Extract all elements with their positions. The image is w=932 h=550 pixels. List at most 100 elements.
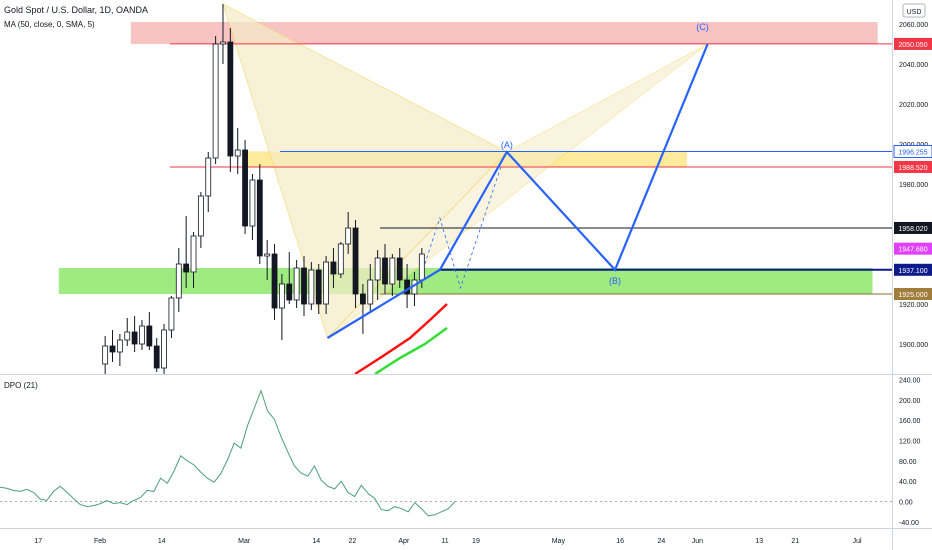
price-axis-tick: 2060.000: [899, 22, 928, 29]
axes: 2060.0002040.0002020.0002000.0001980.000…: [34, 22, 932, 545]
price-label: 1947.680: [898, 247, 927, 254]
time-axis-tick: 19: [472, 538, 480, 545]
candle-body: [315, 269, 322, 305]
time-axis-tick: 16: [616, 538, 624, 545]
candle-body: [308, 269, 315, 305]
candle-body: [323, 261, 329, 305]
price-axis-tick: 1900.000: [899, 342, 928, 349]
candle-body: [389, 257, 396, 285]
candle-body: [242, 149, 248, 227]
price-axis-tick: 2020.000: [899, 102, 928, 109]
price-label: 1988.520: [898, 165, 927, 172]
price-axis-tick: 1980.000: [899, 182, 928, 189]
dpo-axis-tick: 240.00: [899, 378, 921, 385]
candle-body: [382, 257, 388, 285]
currency-badge-label: USD: [907, 9, 922, 16]
candle-body: [271, 253, 278, 309]
candle-body: [330, 261, 337, 275]
price-axis-tick: 1920.000: [899, 302, 928, 309]
ma-indicator-label: MA (50, close, 0, SMA, 5): [4, 20, 95, 29]
time-axis-tick: Feb: [94, 538, 106, 545]
chart-title: Gold Spot / U.S. Dollar, 1D, OANDA: [4, 5, 148, 15]
time-axis-tick: 22: [348, 538, 356, 545]
price-label-box: [894, 263, 932, 276]
price-panel: (A) (B) (C): [58, 3, 892, 374]
candle-body: [205, 157, 212, 197]
candle-body: [124, 331, 131, 341]
time-axis-tick: 21: [791, 538, 799, 545]
price-plot: (A) (B) (C): [58, 3, 892, 374]
dpo-axis-tick: -40.00: [899, 520, 919, 527]
projection-dashed: [424, 163, 503, 290]
dpo-axis-tick: 0.00: [899, 500, 913, 507]
time-axis-tick: Jul: [853, 538, 862, 545]
candle-body: [183, 263, 190, 273]
dpo-axis-tick: 120.00: [899, 439, 921, 446]
candle-body: [139, 325, 145, 345]
dpo-axis-tick: 160.00: [899, 418, 921, 425]
time-axis-tick: 13: [755, 538, 763, 545]
candle-body: [102, 345, 109, 365]
dpo-series-line: [0, 389, 456, 517]
candle-body: [175, 263, 182, 299]
candle-body: [374, 257, 381, 281]
price-label-box: [894, 37, 932, 50]
candle-body: [418, 253, 425, 281]
candle-body: [249, 179, 256, 227]
dpo-axis-tick: 200.00: [899, 398, 921, 405]
time-axis-tick: 14: [312, 538, 320, 545]
candle-body: [234, 149, 241, 157]
candle-body: [345, 227, 352, 245]
price-axis-tick: 2040.000: [899, 62, 928, 69]
dpo-axis-tick: 40.00: [899, 479, 917, 486]
price-label: 1996.255: [898, 149, 927, 156]
price-label: 1925.000: [898, 292, 927, 299]
candle-body: [109, 345, 116, 353]
candle-body: [161, 329, 167, 369]
candle-body: [352, 227, 359, 295]
candle-body: [396, 257, 403, 281]
time-axis-tick: 11: [441, 538, 448, 545]
time-axis-tick: May: [552, 538, 566, 545]
candle-body: [256, 179, 263, 257]
price-label: 2050.050: [898, 42, 927, 49]
candle-body: [286, 283, 293, 301]
candle-body: [337, 243, 344, 275]
dpo-indicator-label: DPO (21): [4, 381, 38, 390]
dpo-axis-tick: 80.00: [899, 459, 917, 466]
price-label-box: [894, 221, 932, 234]
pattern-label: (C): [696, 22, 709, 32]
price-label: 1937.100: [898, 268, 927, 275]
time-axis-tick: Jun: [692, 538, 703, 545]
time-axis-tick: 14: [158, 538, 166, 545]
pattern-label: (A): [501, 140, 513, 150]
candle-body: [190, 235, 197, 273]
candle-body: [301, 267, 307, 305]
candle-body: [153, 345, 160, 369]
supply-zone: [130, 22, 878, 44]
price-label-box: [894, 160, 932, 173]
price-label-box: [894, 242, 932, 255]
projection-path: [326, 43, 709, 339]
time-axis-tick: 17: [34, 538, 42, 545]
dpo-panel: [0, 389, 892, 517]
ma-green-line: [374, 326, 448, 374]
price-label: 1958.020: [898, 226, 927, 233]
candle-body: [131, 331, 138, 345]
time-axis-tick: 24: [657, 538, 665, 545]
candle-body: [220, 41, 226, 45]
candle-body: [146, 325, 153, 347]
time-axis-tick: Apr: [398, 538, 410, 545]
candle-body: [227, 41, 234, 157]
time-axis-tick: Mar: [238, 538, 251, 545]
currency-badge[interactable]: [902, 3, 926, 18]
candle-body: [168, 297, 175, 331]
candle-body: [264, 253, 271, 257]
candle-body: [367, 279, 374, 305]
candle-body: [278, 283, 285, 309]
candle-body: [197, 195, 204, 237]
candle-body: [360, 293, 366, 305]
candle-body: [212, 43, 219, 159]
